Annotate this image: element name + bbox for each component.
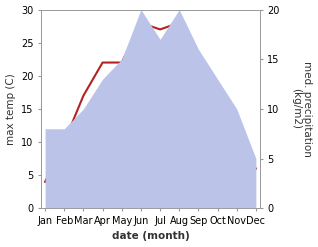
Y-axis label: max temp (C): max temp (C) [5,73,16,145]
X-axis label: date (month): date (month) [112,231,189,242]
Y-axis label: med. precipitation
(kg/m2): med. precipitation (kg/m2) [291,61,313,157]
